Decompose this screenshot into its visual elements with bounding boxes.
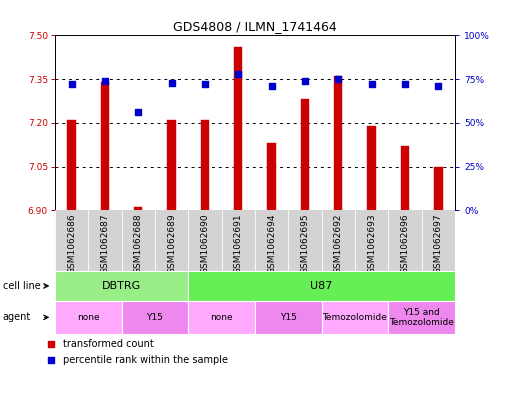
Point — [47, 356, 55, 363]
Bar — [167, 120, 176, 210]
Bar — [188, 271, 455, 301]
Text: none: none — [210, 313, 233, 322]
Text: transformed count: transformed count — [63, 339, 154, 349]
Point — [67, 81, 76, 88]
Bar — [134, 208, 142, 210]
Bar — [422, 210, 455, 271]
Bar — [401, 146, 409, 210]
Text: DBTRG: DBTRG — [102, 281, 141, 291]
Text: GSM1062696: GSM1062696 — [401, 213, 410, 274]
Point — [234, 71, 243, 77]
Bar — [201, 120, 209, 210]
Bar — [155, 210, 188, 271]
Text: agent: agent — [3, 312, 31, 322]
Text: GSM1062688: GSM1062688 — [134, 213, 143, 274]
Bar — [334, 76, 343, 210]
Bar — [388, 301, 455, 334]
Bar — [388, 210, 422, 271]
Point — [47, 341, 55, 347]
Text: GSM1062687: GSM1062687 — [100, 213, 109, 274]
Bar — [368, 126, 376, 210]
Point — [101, 78, 109, 84]
Point — [267, 83, 276, 89]
Bar — [67, 120, 76, 210]
Bar — [188, 210, 222, 271]
Text: GSM1062695: GSM1062695 — [301, 213, 310, 274]
Bar — [188, 301, 255, 334]
Bar — [355, 210, 388, 271]
Text: cell line: cell line — [3, 281, 40, 291]
Point — [134, 109, 142, 116]
Bar — [234, 47, 243, 210]
Bar — [434, 167, 442, 210]
Point — [401, 81, 409, 88]
Text: GSM1062689: GSM1062689 — [167, 213, 176, 274]
Text: GSM1062694: GSM1062694 — [267, 213, 276, 274]
Point — [167, 79, 176, 86]
Text: GSM1062697: GSM1062697 — [434, 213, 443, 274]
Text: GSM1062686: GSM1062686 — [67, 213, 76, 274]
Bar — [88, 210, 121, 271]
Text: U87: U87 — [311, 281, 333, 291]
Bar — [255, 210, 288, 271]
Text: GSM1062692: GSM1062692 — [334, 213, 343, 274]
Point — [368, 81, 376, 88]
Bar — [55, 271, 188, 301]
Point — [334, 76, 343, 82]
Bar — [267, 143, 276, 210]
Bar — [55, 210, 88, 271]
Text: GSM1062690: GSM1062690 — [200, 213, 209, 274]
Text: none: none — [77, 313, 99, 322]
Text: Y15: Y15 — [280, 313, 297, 322]
Point — [201, 81, 209, 88]
Bar — [255, 301, 322, 334]
Text: Y15: Y15 — [146, 313, 163, 322]
Text: GSM1062693: GSM1062693 — [367, 213, 376, 274]
Bar — [121, 301, 188, 334]
Bar — [101, 82, 109, 210]
Bar — [288, 210, 322, 271]
Text: Y15 and
Temozolomide: Y15 and Temozolomide — [389, 308, 454, 327]
Bar — [322, 301, 388, 334]
Text: percentile rank within the sample: percentile rank within the sample — [63, 354, 228, 365]
Bar — [322, 210, 355, 271]
Text: GSM1062691: GSM1062691 — [234, 213, 243, 274]
Bar — [222, 210, 255, 271]
Bar — [121, 210, 155, 271]
Title: GDS4808 / ILMN_1741464: GDS4808 / ILMN_1741464 — [173, 20, 337, 33]
Point — [301, 78, 309, 84]
Point — [434, 83, 442, 89]
Text: Temozolomide: Temozolomide — [323, 313, 388, 322]
Bar — [55, 301, 121, 334]
Bar — [301, 99, 309, 210]
